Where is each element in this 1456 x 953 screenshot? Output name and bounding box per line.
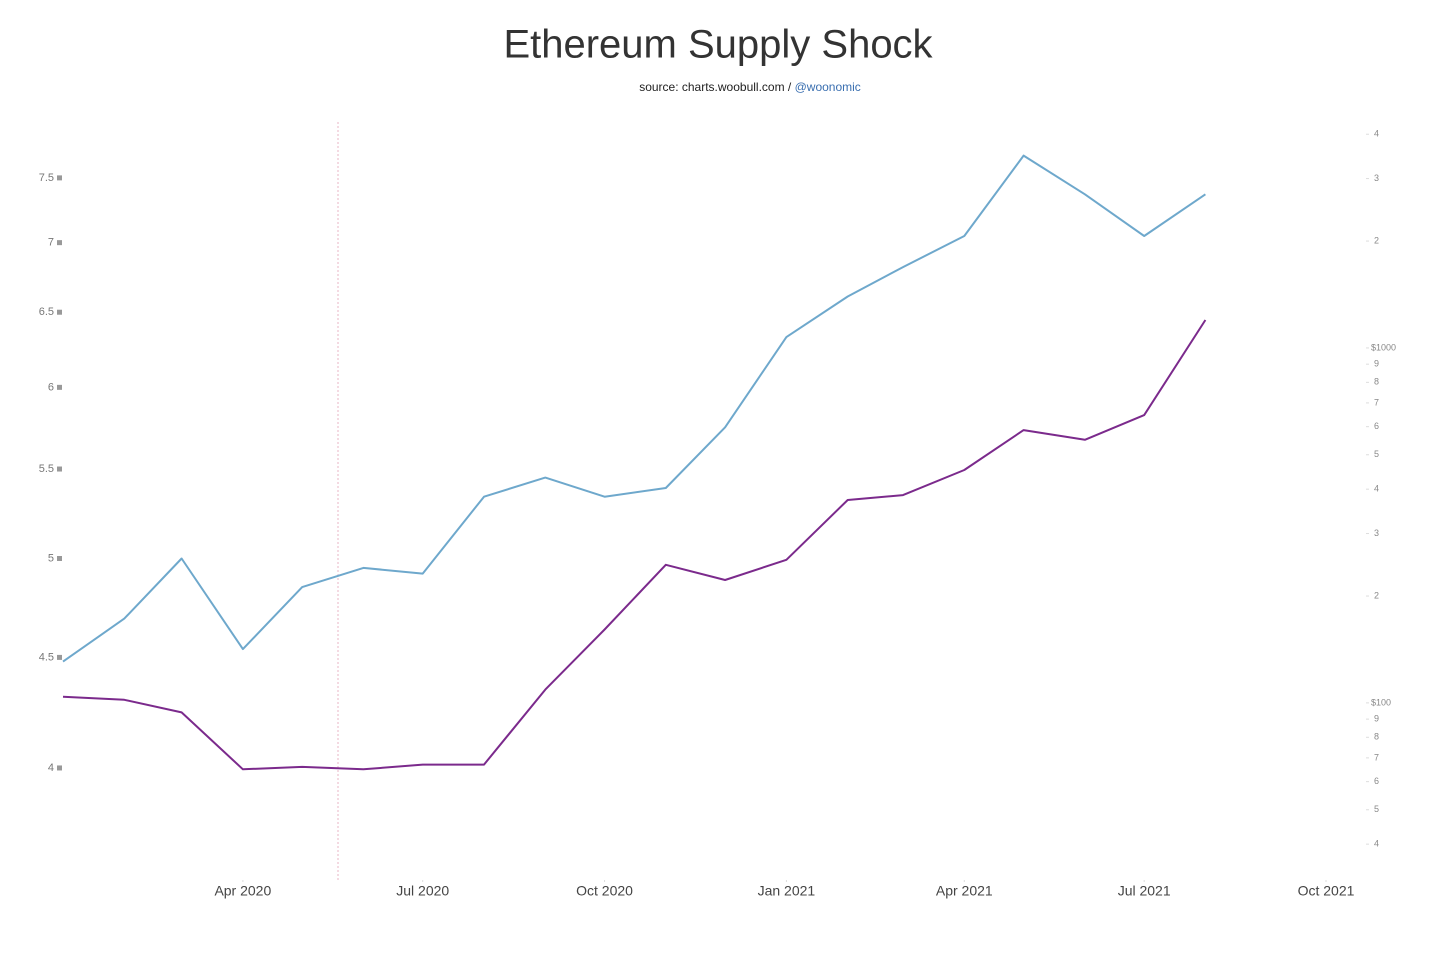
y2-tick-label: 9 (1374, 714, 1379, 724)
y2-tick-label: 2 (1374, 235, 1379, 245)
y2-tick-label: 8 (1374, 732, 1379, 742)
y-tick-mark (57, 309, 62, 315)
y-tick-label: 4.5 (39, 651, 54, 663)
x-tick-label: Oct 2021 (1298, 883, 1355, 899)
y-tick-label: 5 (48, 552, 54, 564)
y2-tick-label: 6 (1374, 776, 1379, 786)
y-tick-mark (57, 555, 62, 561)
x-tick-label: Jan 2021 (758, 883, 816, 899)
y2-tick-label: 6 (1374, 421, 1379, 431)
y2-tick-label: 7 (1374, 397, 1379, 407)
y2-tick-label: 4 (1374, 129, 1379, 139)
series-line (62, 154, 1206, 663)
y-tick-mark (57, 466, 62, 472)
subtitle-handle: @woonomic (795, 80, 861, 94)
y-tick-mark (57, 175, 62, 181)
y-tick-label: 7.5 (39, 172, 54, 184)
y2-tick-label: 8 (1374, 377, 1379, 387)
y2-tick-label: 3 (1374, 173, 1379, 183)
y-tick-mark (57, 654, 62, 660)
y-tick-label: 6.5 (39, 306, 54, 318)
y-tick-label: 6 (48, 381, 54, 393)
y-tick-label: 7 (48, 237, 54, 249)
y-tick-mark (57, 765, 62, 771)
y2-tick-label: $100 (1371, 697, 1391, 707)
series-line (62, 319, 1207, 771)
y-tick-mark (57, 384, 62, 390)
y2-tick-label: 4 (1374, 484, 1379, 494)
y2-tick-label: 2 (1374, 590, 1379, 600)
y2-tick-label: 5 (1374, 804, 1379, 814)
x-tick-label: Apr 2021 (936, 883, 993, 899)
x-tick-label: Apr 2020 (214, 883, 271, 899)
y-tick-label: 4 (48, 762, 54, 774)
y2-tick-label: 9 (1374, 359, 1379, 369)
x-tick-label: Jul 2020 (396, 883, 449, 899)
y2-tick-label: 3 (1374, 528, 1379, 538)
chart-subtitle: source: charts.woobull.com / @woonomic (639, 80, 861, 94)
y2-tick-label: $1000 (1371, 342, 1396, 352)
y-tick-mark (57, 240, 62, 246)
y2-tick-label: 5 (1374, 449, 1379, 459)
y2-tick-label: 4 (1374, 839, 1379, 849)
subtitle-source: source: charts.woobull.com / (639, 80, 792, 94)
y-tick-label: 5.5 (39, 463, 54, 475)
y2-tick-label: 7 (1374, 752, 1379, 762)
x-tick-label: Jul 2021 (1118, 883, 1171, 899)
chart-title: Ethereum Supply Shock (503, 23, 933, 67)
x-tick-label: Oct 2020 (576, 883, 633, 899)
